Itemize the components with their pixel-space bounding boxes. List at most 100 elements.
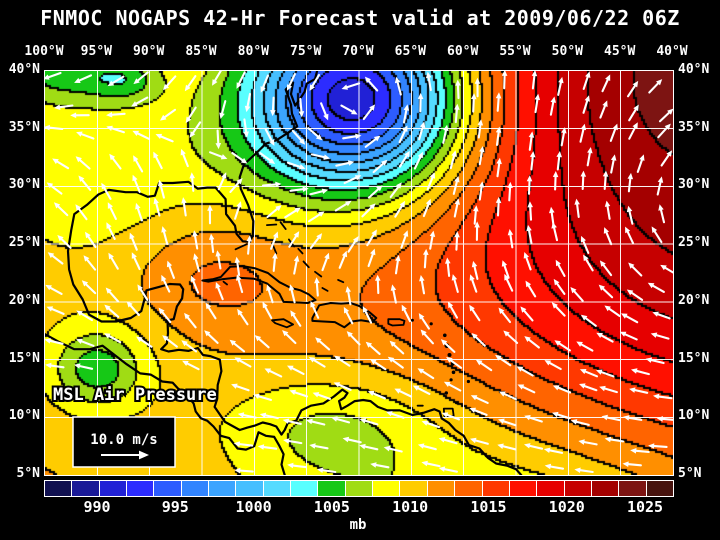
wind-arrow (259, 152, 276, 164)
coastlines (45, 71, 523, 475)
wind-arrow (153, 197, 161, 217)
wind-arrow (345, 286, 352, 306)
wind-arrow (419, 275, 426, 295)
wind-arrow (413, 151, 423, 170)
lat-tick-label: 30°N (678, 177, 710, 193)
wind-arrow (551, 302, 566, 317)
wind-arrow (526, 224, 533, 245)
wind-arrow (193, 253, 201, 273)
pressure-map: MSL Air Pressure 10.0 m/s (44, 70, 674, 476)
wind-arrow (524, 336, 540, 349)
wind-arrow (244, 92, 252, 113)
wind-arrow (45, 284, 63, 295)
wind-arrow (580, 170, 587, 191)
wind-arrow (601, 414, 621, 422)
wind-arrow (182, 360, 200, 371)
wind-arrow (604, 436, 625, 443)
colorbar-cell (537, 481, 565, 496)
wind-arrow (478, 181, 485, 201)
wind-arrow (133, 155, 144, 173)
wind-arrow (658, 204, 666, 224)
wind-arrow (390, 284, 397, 304)
wind-arrow (417, 92, 424, 113)
wind-arrow (370, 358, 387, 371)
wind-arrow (544, 463, 565, 470)
wind-arrow (386, 411, 405, 419)
wind-arrow (394, 76, 402, 96)
wind-arrow (452, 176, 460, 195)
wind-arrow (131, 252, 141, 271)
wind-arrow (231, 383, 250, 392)
wind-arrow (402, 104, 410, 124)
colorbar-cell (345, 481, 374, 496)
wind-arrow (158, 179, 165, 199)
wind-arrow (284, 207, 301, 219)
colorbar-cell (455, 481, 483, 496)
wind-arrow (551, 222, 559, 242)
wind-arrow (412, 385, 431, 395)
wind-arrow (257, 444, 278, 450)
wind-arrow (599, 100, 608, 119)
wind-arrow (366, 229, 377, 247)
wind-arrow (441, 412, 461, 421)
lon-tick-label: 45°W (604, 44, 636, 59)
wind-arrow (76, 338, 95, 347)
wind-arrow (579, 383, 598, 392)
lat-tick-label: 10°N (678, 408, 710, 424)
wind-arrow (582, 71, 591, 90)
map-overlay: MSL Air Pressure 10.0 m/s (45, 71, 673, 475)
wind-arrow (525, 280, 537, 298)
wind-arrow (507, 181, 513, 202)
wind-arrow (161, 274, 171, 293)
wind-arrow (57, 235, 72, 249)
wind-arrow (45, 338, 64, 345)
wind-arrow (471, 260, 479, 280)
wind-arrow (343, 175, 362, 185)
lon-tick-label: 95°W (80, 44, 112, 59)
wind-arrow (524, 443, 544, 450)
wind-arrow (54, 104, 74, 110)
wind-arrow (137, 284, 149, 301)
wind-arrow (552, 171, 559, 191)
wind-arrow (207, 204, 213, 225)
wind-scale-label: 10.0 m/s (90, 432, 157, 448)
lon-tick-label: 50°W (551, 44, 583, 59)
wind-arrow (470, 437, 489, 445)
wind-arrow (420, 329, 434, 345)
colorbar-cell (45, 481, 73, 496)
colorbar-cell (373, 481, 401, 496)
wind-arrow (554, 340, 571, 352)
wind-arrow (471, 93, 477, 113)
lat-tick-label: 40°N (8, 62, 40, 77)
wind-arrow (579, 369, 599, 378)
wind-arrow (389, 340, 405, 355)
wind-arrow (185, 106, 197, 124)
wind-arrow (272, 252, 278, 272)
wind-arrow (442, 124, 449, 144)
wind-arrow (609, 123, 618, 142)
wind-arrow (626, 289, 644, 301)
colorbar-cell (509, 481, 538, 496)
wind-arrow (647, 282, 665, 293)
lon-tick-label: 70°W (342, 44, 374, 59)
lon-tick-label: 40°W (656, 44, 688, 59)
wind-arrow (288, 284, 296, 304)
wind-arrow (109, 153, 122, 170)
island-dots (410, 318, 470, 405)
wind-arrow (309, 233, 323, 249)
wind-arrow (417, 368, 435, 380)
colorbar-cell (236, 481, 264, 496)
wind-arrow (312, 392, 332, 400)
wind-arrow (383, 445, 403, 453)
wind-arrow (163, 75, 177, 91)
wind-arrow (520, 306, 534, 322)
colorbar-cell (482, 481, 510, 496)
colorbar-tick-label: 1005 (313, 498, 350, 516)
wind-arrow (45, 124, 64, 131)
wind-arrow (342, 133, 362, 140)
wind-arrow (578, 439, 598, 446)
wind-arrow (162, 335, 178, 348)
wind-arrow (298, 97, 305, 118)
colorbar-tick-label: 1025 (626, 498, 664, 516)
wind-arrow (343, 306, 354, 325)
